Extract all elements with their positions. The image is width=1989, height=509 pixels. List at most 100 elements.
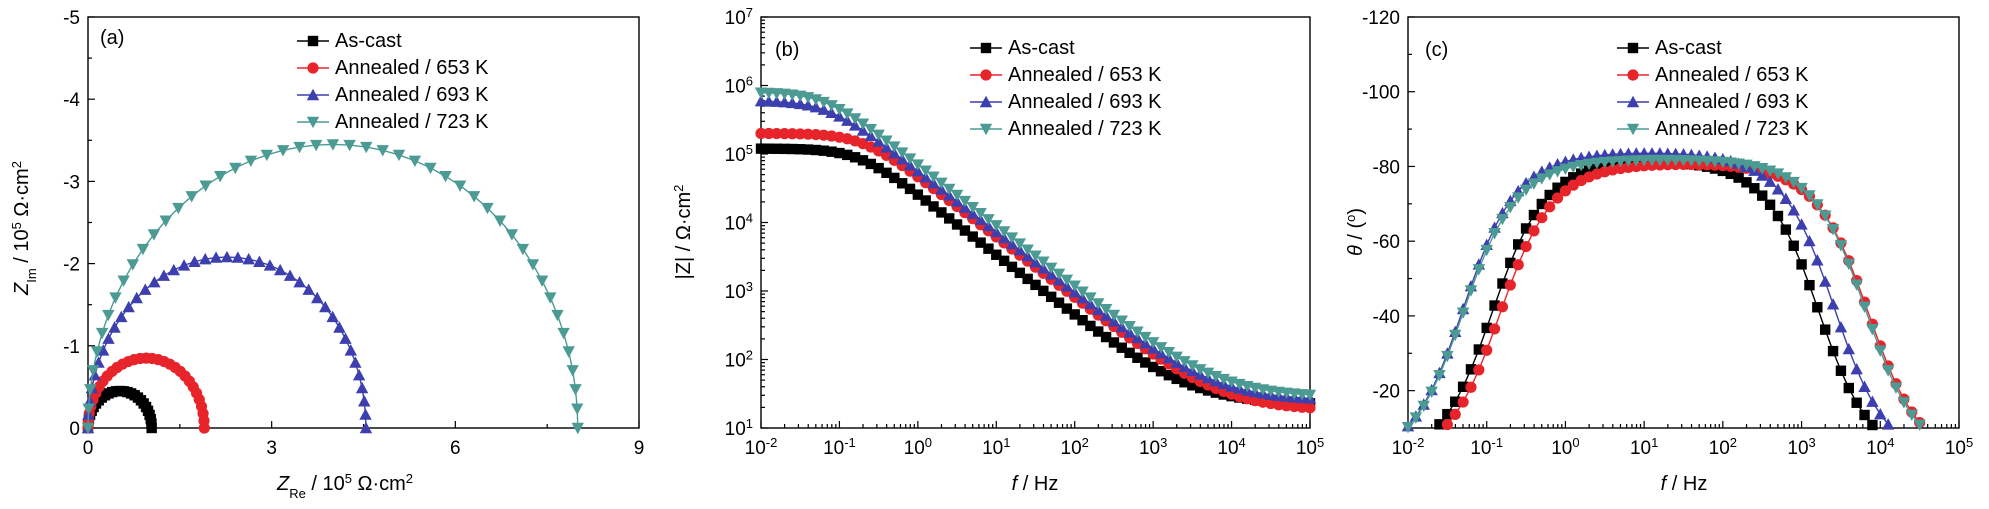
data-point: [1804, 279, 1815, 291]
panel-c-frame: [1407, 16, 1960, 429]
data-point: [309, 139, 323, 152]
panel-b-legend-label-annealed-723-k: Annealed / 723 K: [1008, 118, 1162, 140]
panel-b-x-tick-label: 102: [1061, 435, 1089, 460]
data-point: [199, 252, 212, 265]
data-point: [293, 276, 306, 288]
data-point: [326, 139, 340, 151]
data-point: [157, 269, 171, 281]
data-point: [1449, 408, 1461, 421]
panel-b-x-tick-label: 103: [1139, 435, 1167, 460]
panel-c-x-tick-label: 10-2: [1392, 435, 1425, 460]
data-point: [801, 99, 815, 111]
data-point: [771, 143, 782, 154]
data-point: [795, 144, 806, 155]
data-point: [966, 201, 979, 214]
data-point: [755, 127, 767, 140]
data-point: [571, 403, 584, 415]
panel-b-y-tick-label: 104: [725, 210, 753, 235]
data-point: [998, 255, 1010, 267]
data-point: [1021, 244, 1034, 256]
data-point: [1465, 381, 1477, 393]
data-point: [1441, 350, 1454, 363]
panel-c-line-annealed-723-k: [1407, 159, 1921, 428]
data-point: [1559, 163, 1572, 176]
data-point: [864, 129, 877, 142]
data-point: [1139, 331, 1152, 344]
data-point: [1606, 156, 1619, 168]
data-point: [991, 249, 1002, 260]
panel-c-legend-label-annealed-723-k: Annealed / 723 K: [1655, 118, 1809, 140]
data-point: [1481, 344, 1493, 356]
data-point: [333, 321, 346, 333]
data-point: [794, 128, 806, 140]
data-point: [1194, 364, 1207, 376]
data-point: [762, 95, 776, 107]
panel-c-legend-marker-annealed-693-k: [1626, 95, 1640, 108]
panel-a-y-tick-label: -1: [63, 337, 80, 358]
data-point: [108, 321, 121, 333]
data-point: [1060, 274, 1074, 286]
panel-a-y-tick-label: -5: [63, 8, 80, 29]
data-point: [1488, 323, 1501, 335]
data-point: [896, 178, 908, 189]
panel-c-legend-marker-as-cast: [1627, 42, 1639, 54]
data-point: [817, 96, 830, 109]
data-point: [1512, 192, 1525, 204]
data-point: [928, 201, 939, 212]
panel-b-x-tick-label: 10-2: [745, 435, 778, 460]
panel-c-y-tick-label: -100: [1362, 83, 1400, 104]
data-point: [1582, 158, 1596, 171]
panel-c-legend-label-as-cast: As-cast: [1655, 37, 1722, 59]
panel-c-legend-label-annealed-653-k: Annealed / 653 K: [1655, 64, 1809, 86]
data-point: [1614, 155, 1627, 168]
data-point: [1653, 154, 1667, 167]
panel-c-legend-marker-annealed-723-k: [1626, 123, 1640, 136]
data-point: [997, 226, 1011, 238]
data-point: [159, 215, 172, 227]
data-point: [1763, 175, 1777, 187]
data-point: [260, 149, 274, 162]
data-point: [1013, 238, 1027, 250]
panel-a-x-tick-label: 0: [83, 438, 94, 459]
data-point: [1779, 172, 1793, 184]
data-point: [1496, 213, 1509, 226]
data-point: [146, 422, 157, 434]
data-point: [177, 259, 191, 271]
data-point: [276, 145, 290, 157]
data-point: [1433, 369, 1446, 382]
panel-a-line-annealed-693-k: [87, 256, 367, 429]
panel-b-line-as-cast: [760, 147, 1311, 405]
data-point: [139, 283, 152, 295]
data-point: [911, 159, 925, 171]
data-point: [943, 183, 956, 196]
data-point: [1559, 185, 1572, 197]
data-point: [1645, 154, 1659, 167]
data-point: [872, 129, 885, 142]
data-point: [1812, 302, 1823, 313]
panel-b-y-tick-label: 105: [725, 142, 753, 167]
panel-c-x-tick-label: 102: [1709, 435, 1737, 460]
data-point: [771, 127, 783, 140]
data-point: [833, 110, 846, 122]
data-point: [1866, 395, 1879, 407]
data-point: [1867, 419, 1878, 431]
panel-c-line-as-cast: [1438, 161, 1873, 426]
data-point: [1725, 168, 1736, 180]
data-point: [343, 139, 356, 152]
data-point: [229, 162, 242, 175]
panel-a-x-tick-label: 6: [450, 438, 461, 459]
data-point: [1504, 279, 1516, 291]
data-point: [810, 144, 822, 156]
panel-a-x-tick-label: 9: [634, 438, 645, 459]
data-point: [526, 259, 540, 271]
panel-b-series-as-cast: [755, 143, 1316, 409]
data-point: [848, 119, 862, 131]
panel-a-legend-marker-annealed-693-k: [306, 88, 320, 101]
data-point: [763, 143, 775, 154]
data-point: [834, 147, 845, 159]
panel-b-legend-marker-annealed-723-k: [979, 123, 993, 136]
data-point: [1100, 331, 1112, 343]
data-point: [1749, 183, 1760, 194]
data-point: [857, 155, 869, 166]
data-point: [818, 145, 829, 156]
